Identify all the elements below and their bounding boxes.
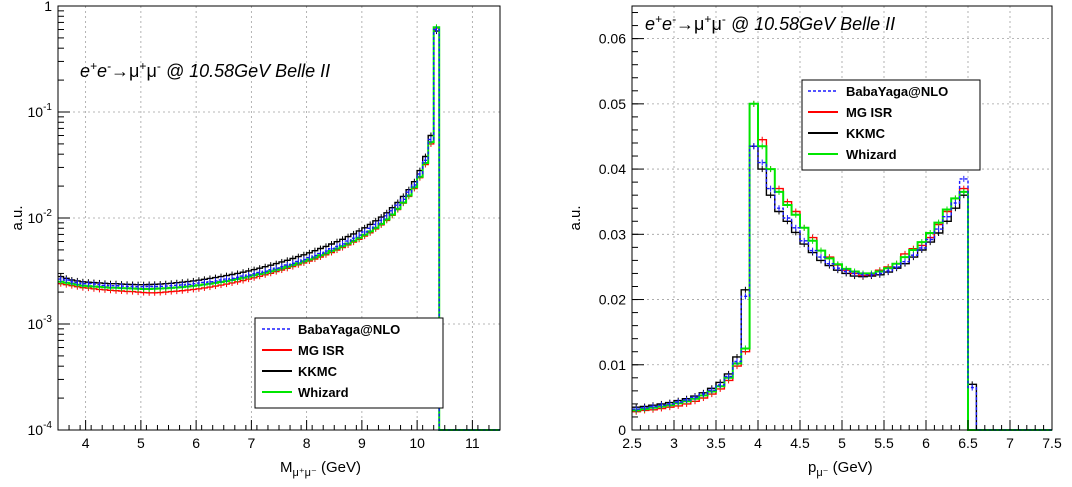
left-legend-label-mgisr: MG ISR [298, 343, 345, 358]
left-panel: 4 5 6 7 8 9 10 11 10-4 10-3 10-2 10-1 1 e+e-→μ+μ- @… [9, 0, 501, 479]
left-x-tick-label: 5 [137, 435, 145, 451]
right-x-tick-label: 4 [754, 435, 762, 451]
right-y-ticks: 0 0.01 0.02 0.03 0.04 0.05 0.06 [599, 12, 644, 438]
right-legend-label-whizard: Whizard [846, 147, 897, 162]
right-y-tick-label: 0 [618, 422, 626, 438]
left-legend-label-whizard: Whizard [298, 385, 349, 400]
left-y-tick-label: 1 [44, 0, 52, 14]
left-legend-label-kkmc: KKMC [298, 364, 338, 379]
right-histograms [632, 100, 1052, 431]
right-panel: 2.5 3 3.5 4 4.5 5 5.5 6 6.5 7 7.5 0 0.01 0.02 0.03 0.0… [567, 5, 1062, 479]
right-x-tick-label: 3 [670, 435, 678, 451]
left-y-tick-label: 10-1 [28, 102, 53, 120]
right-x-ticks: 2.5 3 3.5 4 4.5 5 5.5 6 6.5 7 7.5 [622, 420, 1062, 451]
left-x-tick-label: 8 [303, 435, 311, 451]
left-y-axis-label: a.u. [9, 205, 26, 230]
right-x-tick-label: 4.5 [790, 435, 810, 451]
right-y-tick-label: 0.05 [599, 96, 626, 112]
right-y-tick-label: 0.03 [599, 226, 626, 242]
right-x-tick-label: 7 [1006, 435, 1014, 451]
left-process-annotation: e+e-→μ+μ- @ 10.58GeV Belle II [80, 59, 330, 81]
right-x-tick-label: 6.5 [958, 435, 978, 451]
left-x-tick-label: 7 [247, 435, 255, 451]
right-legend: BabaYaga@NLO MG ISR KKMC Whizard [801, 79, 981, 171]
right-x-tick-label: 6 [922, 435, 930, 451]
right-y-tick-label: 0.06 [599, 31, 626, 47]
right-legend-label-babayaga: BabaYaga@NLO [846, 84, 948, 99]
left-x-tick-label: 11 [465, 435, 480, 451]
right-y-tick-label: 0.04 [599, 161, 626, 177]
left-y-ticks: 10-4 10-3 10-2 10-1 1 [28, 0, 70, 438]
left-y-tick-label: 10-2 [28, 208, 53, 226]
right-x-axis-label: pμ⁻ (GeV) [808, 459, 873, 479]
right-process-annotation: e+e-→μ+μ- @ 10.58GeV Belle II [645, 12, 895, 34]
right-x-tick-label: 5.5 [874, 435, 894, 451]
left-histograms [58, 24, 500, 431]
right-x-tick-label: 2.5 [622, 435, 642, 451]
left-x-tick-label: 9 [358, 435, 366, 451]
right-y-tick-label: 0.01 [599, 357, 626, 373]
right-legend-label-mgisr: MG ISR [846, 105, 893, 120]
right-x-tick-label: 5 [838, 435, 846, 451]
left-y-tick-label: 10-3 [28, 314, 53, 332]
left-x-ticks: 4 5 6 7 8 9 10 11 [57, 420, 501, 451]
left-x-tick-label: 4 [82, 435, 90, 451]
left-x-tick-label: 6 [192, 435, 200, 451]
right-y-tick-label: 0.02 [599, 292, 626, 308]
right-x-tick-label: 7.5 [1042, 435, 1062, 451]
right-x-tick-label: 3.5 [706, 435, 726, 451]
left-x-axis-label: Mμ⁺μ⁻ (GeV) [280, 459, 361, 479]
left-legend-label-babayaga: BabaYaga@NLO [298, 322, 400, 337]
right-series-babayaga-nlo [632, 145, 1052, 431]
left-legend: BabaYaga@NLO MG ISR KKMC Whizard [254, 317, 444, 409]
left-x-tick-label: 10 [409, 435, 425, 451]
right-gridlines [632, 6, 1052, 430]
right-y-axis-label: a.u. [567, 205, 584, 230]
right-legend-label-kkmc: KKMC [846, 126, 886, 141]
left-y-tick-label: 10-4 [28, 420, 53, 438]
